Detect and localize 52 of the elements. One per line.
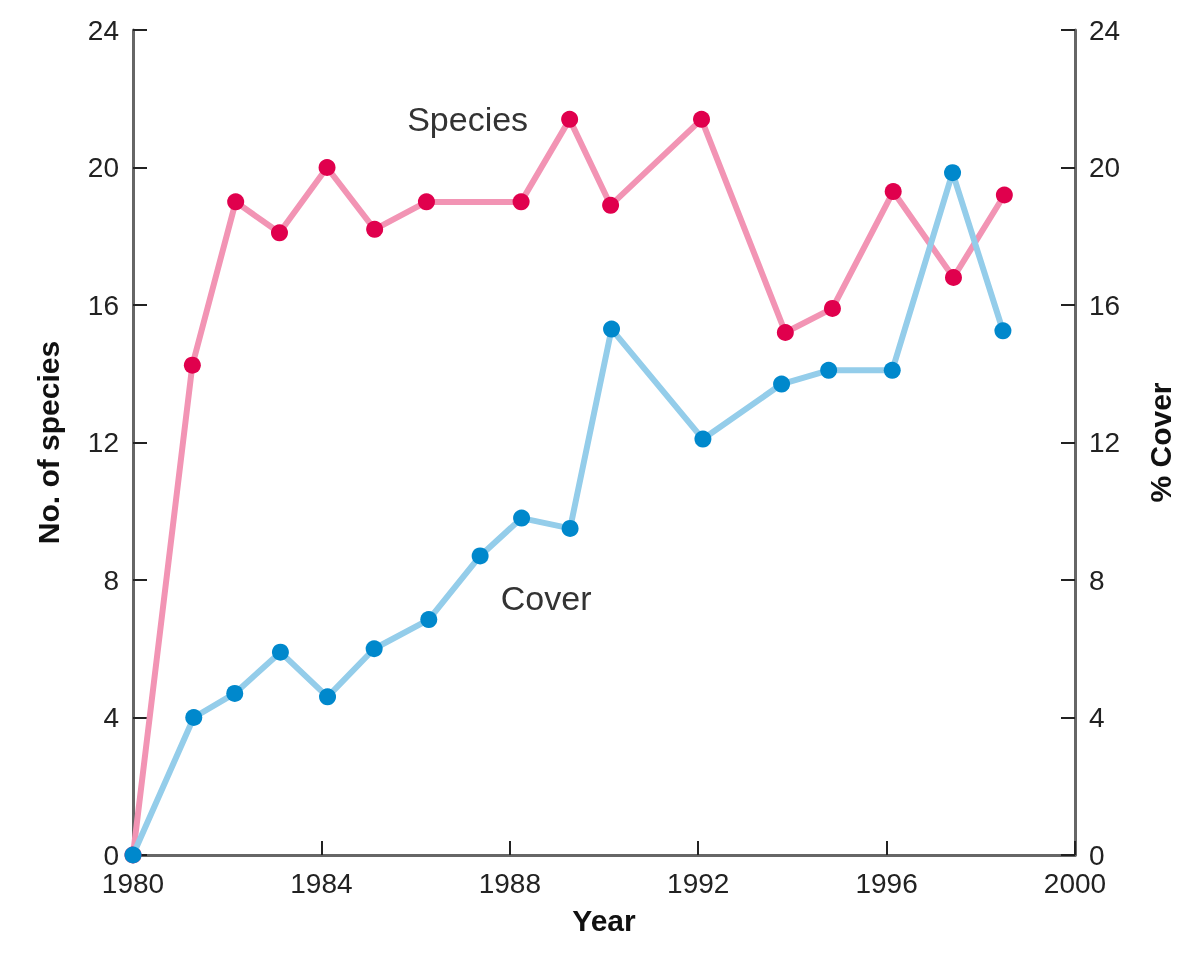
y-tick-label: 8 xyxy=(103,564,119,596)
point xyxy=(561,110,579,128)
point xyxy=(776,324,794,341)
point xyxy=(820,361,838,379)
y2-tick-label: 20 xyxy=(1089,152,1121,183)
y-axis-title: No. of species xyxy=(31,340,65,545)
series-label: Species xyxy=(407,100,529,139)
y2-tick-label: 4 xyxy=(1089,702,1105,733)
point xyxy=(994,322,1012,340)
y2-tick-label: 8 xyxy=(1089,564,1105,596)
point xyxy=(823,299,841,317)
y2-tick-label: 24 xyxy=(1089,14,1121,46)
point xyxy=(561,519,579,537)
y-tick-label: 20 xyxy=(87,152,119,183)
point xyxy=(183,356,201,374)
x-tick-label: 1988 xyxy=(478,867,541,899)
x-axis-title: Year xyxy=(572,903,637,937)
point xyxy=(226,684,244,702)
point xyxy=(417,193,435,211)
y-tick-label: 16 xyxy=(87,289,119,321)
point xyxy=(773,375,791,393)
point xyxy=(318,159,336,176)
x-tick-label: 1996 xyxy=(855,867,918,899)
point xyxy=(365,640,383,658)
series-label: Cover xyxy=(500,579,592,618)
point xyxy=(227,193,245,211)
y-tick-label: 24 xyxy=(87,14,119,46)
point xyxy=(693,110,710,128)
point xyxy=(185,709,203,726)
point xyxy=(471,547,489,565)
x-tick-label: 1984 xyxy=(290,867,353,899)
point xyxy=(602,196,620,214)
point xyxy=(883,361,901,379)
point xyxy=(944,164,962,182)
y2-tick-label: 12 xyxy=(1089,427,1121,458)
point xyxy=(420,611,438,629)
point xyxy=(995,186,1013,204)
point xyxy=(271,643,289,661)
point xyxy=(513,509,531,527)
point xyxy=(271,224,288,242)
y2-tick-label: 16 xyxy=(1089,289,1121,321)
point xyxy=(603,320,621,338)
point xyxy=(884,183,902,201)
y2-axis-title: % Cover xyxy=(1143,382,1177,503)
x-tick-label: 1992 xyxy=(667,867,730,899)
point xyxy=(512,193,530,211)
y-tick-label: 4 xyxy=(103,702,119,733)
point xyxy=(694,430,712,448)
y-tick-label: 12 xyxy=(87,427,119,458)
point xyxy=(319,688,337,706)
point xyxy=(945,269,962,286)
point xyxy=(366,220,384,238)
